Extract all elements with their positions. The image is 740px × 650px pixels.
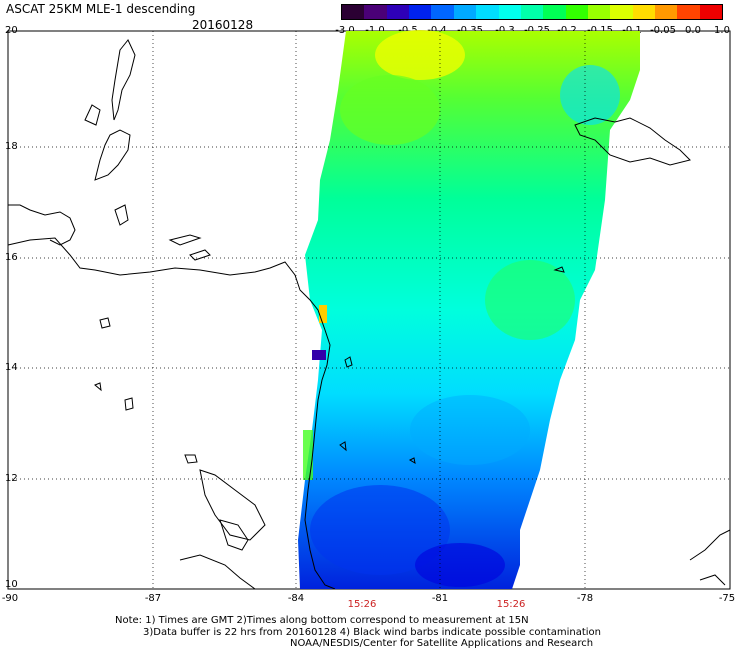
colorbar-swatch [342,5,365,19]
colorbar-swatch [476,5,499,19]
swath-patch-green [340,75,440,145]
swath-patch-cyan2 [410,395,530,465]
coastal-yellow-pixel [319,305,327,323]
lat-label-16: 16 [5,252,18,263]
lon-label-90: -90 [1,593,19,604]
pass-time-left: 15:26 [347,599,377,610]
lon-label-78: -78 [576,593,594,604]
colorbar [341,4,723,20]
coastline [7,39,731,590]
lat-label-10: 10 [5,579,18,590]
note-line-2: 3)Data buffer is 22 hrs from 20160128 4)… [143,627,601,638]
colorbar-swatch [699,5,723,19]
note-line-1: Note: 1) Times are GMT 2)Times along bot… [115,615,529,626]
colorbar-swatch [677,5,700,19]
swath-patch-blue2 [415,543,505,587]
colorbar-swatch [520,5,544,19]
lat-label-18: 18 [5,141,18,152]
swath-patch-cyan [560,65,620,125]
data-swath [298,31,640,589]
colorbar-swatch [610,5,633,19]
colorbar-swatch [543,5,566,19]
coastal-green-pixel [303,430,313,480]
swath-patch-green2 [485,260,575,340]
colorbar-swatch [655,5,678,19]
colorbar-swatch [453,5,477,19]
colorbar-swatch [498,5,521,19]
colorbar-swatch [364,5,387,19]
colorbar-swatch [565,5,588,19]
lat-label-20: 20 [5,25,18,36]
lat-label-12: 12 [5,473,18,484]
colorbar-swatch [431,5,454,19]
pass-time-right: 15:26 [496,599,526,610]
colorbar-swatch [386,5,410,19]
lon-label-87: -87 [144,593,162,604]
graticule [8,31,730,589]
page-title: ASCAT 25KM MLE-1 descending [6,2,196,16]
swath-patch-blue [310,485,450,575]
colorbar-swatch [587,5,611,19]
swath-patch-yellow [375,30,465,80]
lat-label-14: 14 [5,362,18,373]
note-line-3: NOAA/NESDIS/Center for Satellite Applica… [290,638,594,649]
lon-label-75: -75 [718,593,736,604]
colorbar-swatch [409,5,432,19]
date-label: 20160128 [192,18,254,32]
lon-label-84: -84 [287,593,305,604]
lon-label-81: -81 [431,593,449,604]
coastal-purple-pixel [312,350,326,360]
colorbar-swatch [632,5,656,19]
